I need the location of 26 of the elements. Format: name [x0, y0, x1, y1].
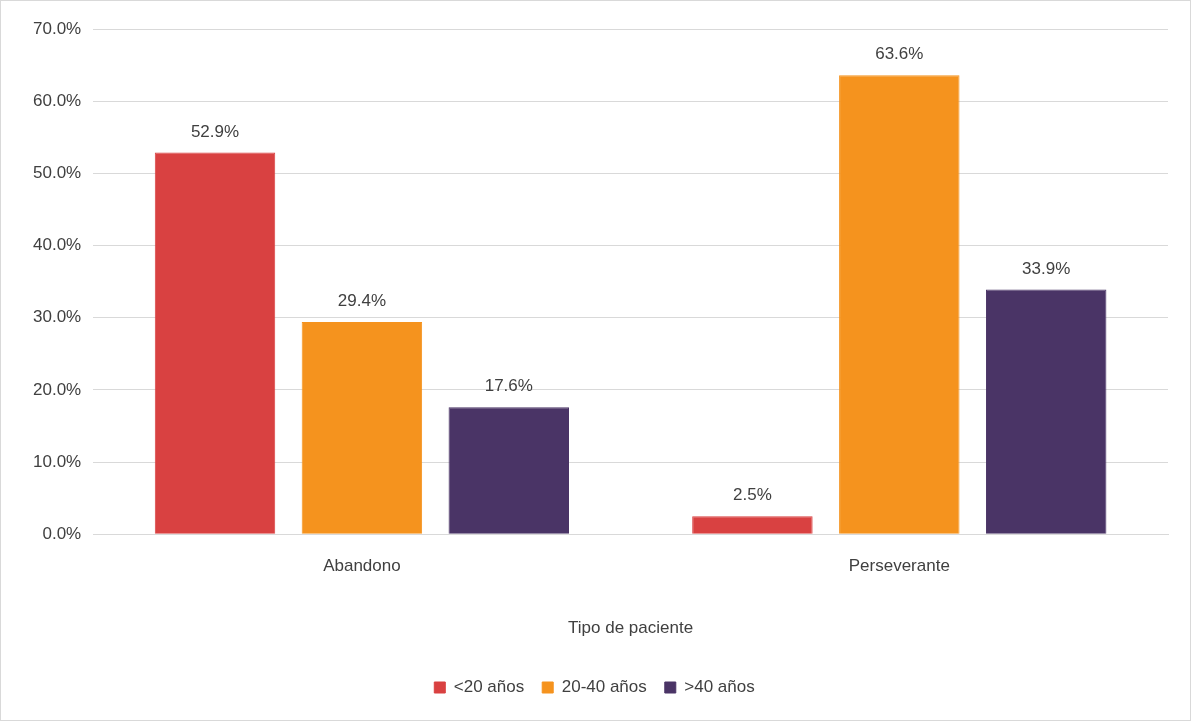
legend-label: >40 años: [684, 677, 755, 697]
data-label: 2.5%: [733, 485, 772, 505]
bar: [692, 516, 813, 534]
bar: [301, 322, 423, 534]
y-tick-label: 60.0%: [33, 90, 82, 110]
y-tick-label: 30.0%: [33, 307, 82, 327]
x-tick-label: Perseverante: [848, 556, 950, 576]
bar: [154, 152, 276, 534]
y-tick-label: 0.0%: [42, 523, 82, 543]
legend-label: 20-40 años: [561, 677, 647, 697]
y-tick-label: 50.0%: [33, 163, 82, 183]
data-label: 17.6%: [484, 376, 533, 396]
y-tick-label: 20.0%: [33, 379, 82, 399]
bar: [448, 407, 570, 534]
data-label: 63.6%: [875, 44, 924, 64]
x-axis-title: Tipo de paciente: [568, 618, 694, 638]
data-label: 29.4%: [337, 291, 386, 311]
y-tick-label: 70.0%: [33, 18, 82, 38]
legend-label: <20 años: [453, 677, 525, 697]
bar: [985, 289, 1107, 534]
y-tick-label: 40.0%: [33, 235, 82, 255]
y-tick-label: 10.0%: [33, 451, 82, 471]
x-tick-label: Abandono: [323, 556, 401, 576]
data-label: 33.9%: [1022, 258, 1071, 278]
data-label: 52.9%: [190, 121, 240, 141]
bar: [839, 75, 960, 534]
